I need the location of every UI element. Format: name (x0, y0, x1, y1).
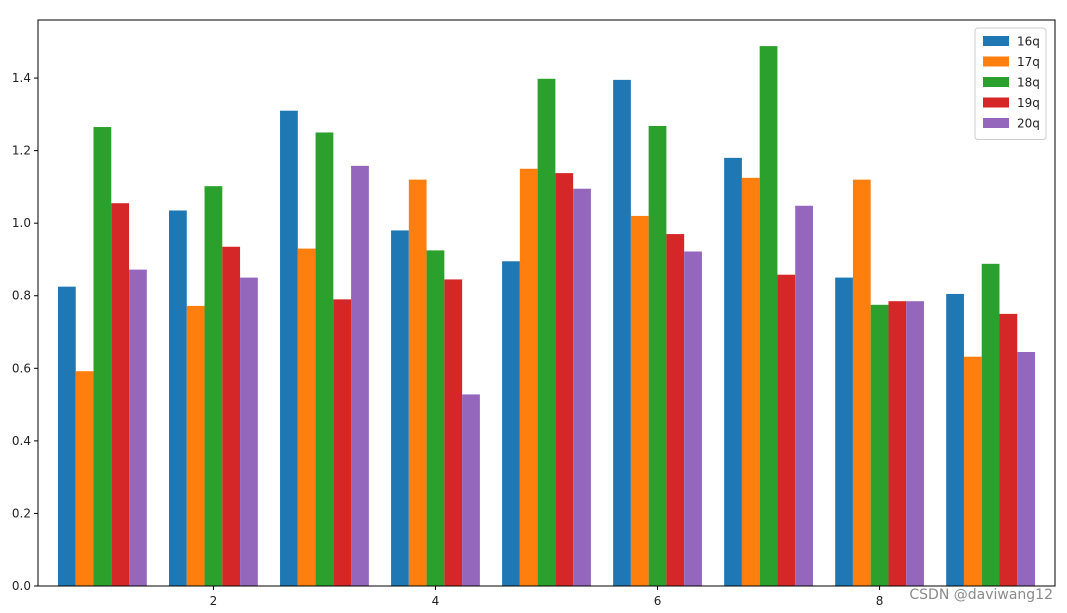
bar-17q-8 (852, 179, 871, 586)
legend-swatch-17q (983, 56, 1009, 67)
bar-18q-3 (315, 132, 334, 586)
x-tick-label: 8 (876, 594, 884, 608)
legend-label-16q: 16q (1017, 35, 1040, 49)
bar-17q-3 (297, 248, 316, 586)
bar-20q-4 (462, 394, 480, 586)
bar-16q-5 (502, 261, 520, 586)
legend-swatch-16q (983, 36, 1009, 46)
bar-16q-2 (169, 210, 187, 587)
legend-label-18q: 18q (1017, 76, 1040, 90)
bar-16q-9 (946, 293, 964, 586)
y-tick-label: 0.6 (12, 361, 31, 375)
legend-swatch-20q (983, 118, 1009, 128)
x-tick-label: 2 (210, 594, 218, 608)
bar-20q-8 (906, 301, 924, 586)
legend-label-20q: 20q (1017, 117, 1040, 131)
axes-frame (37, 19, 1056, 587)
bar-17q-7 (741, 177, 760, 586)
y-tick-label: 0.2 (12, 506, 31, 520)
bar-20q-1 (129, 269, 147, 586)
bar-18q-6 (648, 125, 667, 586)
bars-group (57, 46, 1036, 587)
bar-19q-9 (999, 313, 1018, 586)
bar-18q-7 (759, 46, 778, 587)
bar-18q-1 (93, 127, 112, 586)
legend-label-19q: 19q (1017, 96, 1040, 110)
y-tick-label: 0.4 (12, 434, 31, 448)
y-tick-label: 1.0 (12, 216, 31, 230)
bar-17q-9 (963, 356, 982, 586)
bar-16q-1 (57, 286, 76, 586)
bar-20q-7 (795, 205, 813, 586)
y-tick-label: 0.0 (12, 579, 31, 593)
bar-17q-1 (75, 371, 94, 586)
bar-18q-8 (870, 304, 889, 586)
bar-20q-2 (240, 277, 258, 586)
y-tick-label: 0.8 (12, 289, 31, 303)
bar-16q-4 (391, 230, 409, 586)
bar-19q-3 (333, 299, 352, 586)
bar-19q-4 (444, 279, 463, 586)
legend-box (974, 27, 1047, 140)
bar-19q-6 (666, 234, 685, 586)
x-tick-label: 4 (432, 594, 440, 608)
y-tick-label: 1.2 (12, 144, 31, 158)
legend: 16q 17q 18q 19q 20q (974, 27, 1047, 140)
y-axis: 0.0 0.2 0.4 0.6 0.8 1.0 1.2 1.4 (12, 71, 38, 593)
bar-20q-9 (1017, 351, 1036, 586)
bar-17q-2 (186, 305, 205, 586)
x-tick-label: 6 (654, 594, 662, 608)
watermark: CSDN @daviwang12 (909, 587, 1053, 603)
bar-20q-3 (351, 165, 369, 586)
legend-label-17q: 17q (1017, 55, 1040, 69)
bar-19q-1 (111, 203, 130, 586)
bar-17q-4 (408, 179, 427, 586)
bar-18q-4 (426, 250, 445, 586)
legend-swatch-18q (983, 77, 1009, 87)
y-tick-label: 1.4 (12, 71, 31, 85)
bar-18q-5 (537, 78, 556, 586)
legend-swatch-19q (983, 97, 1009, 108)
bar-16q-7 (724, 157, 742, 586)
bar-16q-8 (835, 277, 853, 586)
x-axis: 2 4 6 8 (210, 586, 884, 608)
bar-18q-2 (204, 186, 223, 587)
bar-17q-5 (519, 168, 538, 586)
bar-20q-6 (684, 251, 702, 587)
bar-20q-5 (573, 188, 591, 586)
bar-19q-2 (222, 246, 241, 586)
bar-16q-6 (613, 79, 631, 587)
bar-19q-8 (888, 301, 907, 586)
bar-18q-9 (981, 263, 1000, 586)
bar-16q-3 (280, 110, 298, 587)
bar-17q-6 (630, 215, 649, 587)
bar-19q-7 (777, 274, 796, 586)
bar-19q-5 (555, 173, 574, 587)
